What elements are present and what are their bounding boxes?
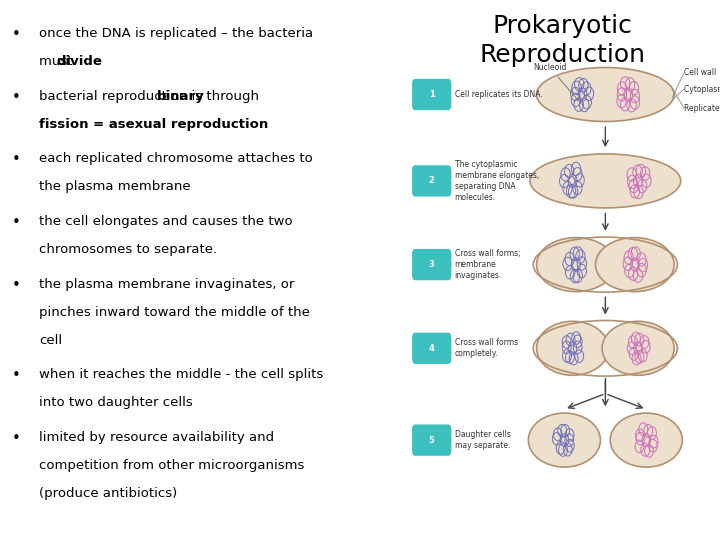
Ellipse shape [528,413,600,467]
Text: each replicated chromosome attaches to: each replicated chromosome attaches to [40,152,313,165]
FancyBboxPatch shape [412,424,451,456]
Text: the plasma membrane: the plasma membrane [40,180,191,193]
Text: Cross wall forms;
membrane
invaginates.: Cross wall forms; membrane invaginates. [454,249,521,280]
Text: •: • [12,152,20,167]
Text: Cell wall: Cell wall [684,69,716,77]
Text: competition from other microorganisms: competition from other microorganisms [40,459,305,472]
Ellipse shape [611,413,683,467]
Ellipse shape [530,154,680,208]
Text: 4: 4 [429,344,435,353]
Ellipse shape [602,321,674,375]
Text: into two daughter cells: into two daughter cells [40,396,193,409]
Text: limited by resource availability and: limited by resource availability and [40,431,274,444]
Text: •: • [12,27,20,42]
Text: binary: binary [157,90,204,103]
Text: •: • [12,215,20,230]
Text: Nucleoid: Nucleoid [534,63,580,103]
Text: Replicated DNA: Replicated DNA [684,104,720,112]
Ellipse shape [536,68,674,122]
Text: divide: divide [56,55,102,68]
Text: •: • [12,90,20,105]
Text: 5: 5 [429,436,435,444]
Text: The cytoplasmic
membrane elongates,
separating DNA
molecules.: The cytoplasmic membrane elongates, sepa… [454,160,539,201]
Ellipse shape [536,321,608,375]
Text: Cross wall forms
completely.: Cross wall forms completely. [454,339,518,358]
FancyBboxPatch shape [412,79,451,110]
Text: the cell elongates and causes the two: the cell elongates and causes the two [40,215,293,228]
Text: cell: cell [40,334,63,347]
Text: the plasma membrane invaginates, or: the plasma membrane invaginates, or [40,278,294,291]
Text: bacterial reproduction is through: bacterial reproduction is through [40,90,264,103]
Text: 3: 3 [429,260,435,269]
Text: when it reaches the middle - the cell splits: when it reaches the middle - the cell sp… [40,368,323,381]
Text: Cytoplasmic membrane: Cytoplasmic membrane [684,85,720,93]
Ellipse shape [536,238,615,292]
Ellipse shape [595,238,674,292]
Text: fission = asexual reproduction: fission = asexual reproduction [40,118,269,131]
FancyBboxPatch shape [412,165,451,197]
Text: Prokaryotic: Prokaryotic [492,14,633,37]
Text: Cell replicates its DNA.: Cell replicates its DNA. [454,90,542,99]
Text: Daughter cells
may separate.: Daughter cells may separate. [454,430,510,450]
Text: once the DNA is replicated – the bacteria: once the DNA is replicated – the bacteri… [40,27,313,40]
Text: 2: 2 [429,177,435,185]
Text: Reproduction: Reproduction [480,43,646,67]
Text: 1: 1 [429,90,435,99]
Text: pinches inward toward the middle of the: pinches inward toward the middle of the [40,306,310,319]
Text: chromosomes to separate.: chromosomes to separate. [40,243,217,256]
Text: •: • [12,431,20,446]
Text: must: must [40,55,77,68]
Text: •: • [12,368,20,383]
FancyBboxPatch shape [412,249,451,280]
Text: (produce antibiotics): (produce antibiotics) [40,487,178,500]
Text: •: • [12,278,20,293]
FancyBboxPatch shape [412,333,451,364]
